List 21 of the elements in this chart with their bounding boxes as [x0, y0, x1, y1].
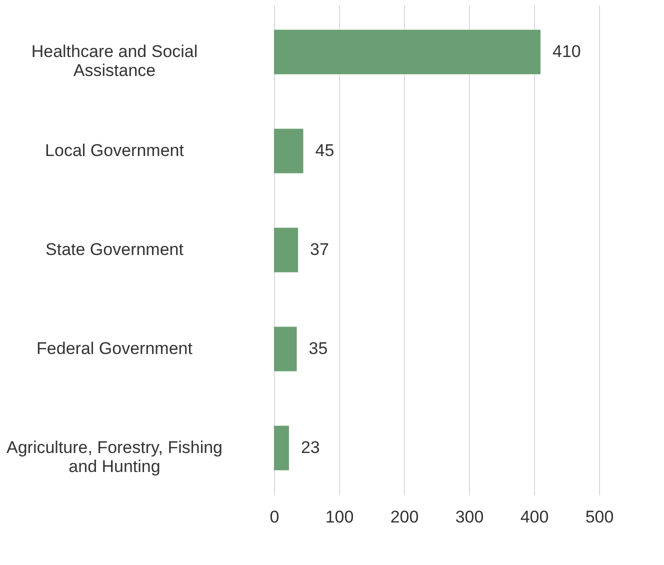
y-tick-label: Federal Government [36, 338, 193, 358]
bar [274, 128, 304, 174]
bar [274, 426, 289, 470]
data-label: 37 [310, 240, 329, 259]
x-tick-label: 500 [585, 508, 614, 526]
bar [274, 30, 540, 74]
x-tick-label: 0 [270, 508, 280, 526]
data-label: 45 [315, 141, 334, 160]
bar [274, 326, 297, 372]
x-tick-label: 400 [520, 508, 549, 526]
x-tick-label: 100 [325, 508, 354, 526]
x-tick-label: 300 [455, 508, 484, 526]
y-tick-label: State Government [46, 240, 184, 259]
data-label: 35 [308, 338, 328, 358]
y-tick-label: Agriculture, Forestry, Fishing and Hunting [6, 438, 223, 476]
data-label: 410 [552, 42, 581, 62]
x-tick-label: 200 [390, 508, 419, 526]
bar [274, 228, 298, 272]
y-tick-label: Healthcare and Social Assistance [31, 42, 198, 80]
y-tick-label: Local Government [45, 141, 184, 160]
data-label: 23 [300, 438, 320, 457]
